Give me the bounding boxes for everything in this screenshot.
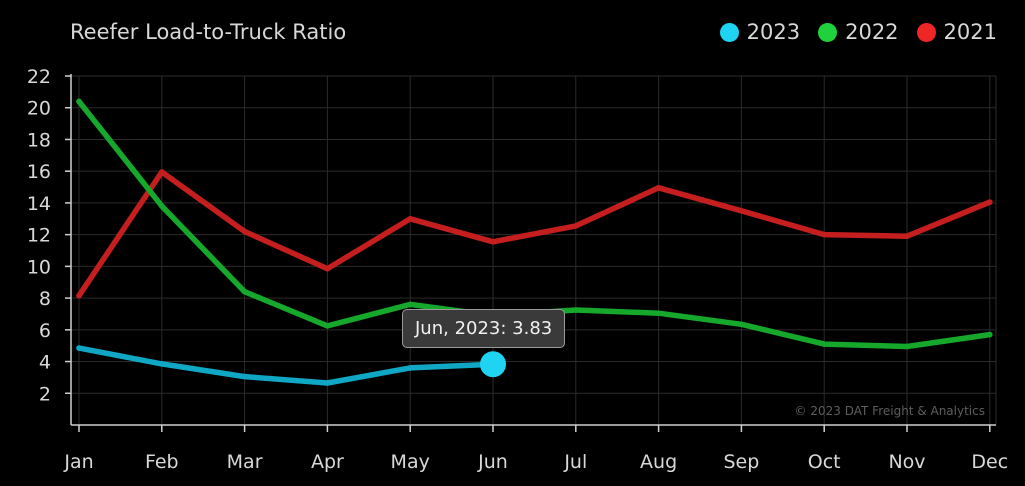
legend-item-2021[interactable]: 2021 bbox=[916, 20, 997, 44]
point-2022-jan bbox=[76, 98, 82, 105]
y-tick-label-18: 18 bbox=[27, 129, 51, 151]
y-tick-label-2: 2 bbox=[39, 383, 51, 405]
y-tick-label-20: 20 bbox=[27, 98, 51, 120]
y-tick-label-14: 14 bbox=[27, 193, 51, 215]
data-tooltip: Jun, 2023: 3.83 bbox=[402, 309, 566, 348]
point-2021-apr bbox=[324, 265, 331, 272]
point-2021-may bbox=[407, 215, 414, 222]
point-2022-jul bbox=[573, 307, 579, 313]
legend: 2023 2022 2021 bbox=[702, 20, 997, 44]
x-tick-label-jul: Jul bbox=[563, 451, 587, 473]
legend-item-2023[interactable]: 2023 bbox=[719, 20, 801, 44]
point-2022-apr bbox=[324, 323, 331, 329]
point-2022-aug bbox=[655, 310, 662, 316]
point-2023-jan bbox=[76, 345, 82, 351]
legend-swatch-2021 bbox=[916, 22, 936, 42]
x-tick-label-dec: Dec bbox=[971, 451, 1008, 473]
x-tick-label-nov: Nov bbox=[888, 451, 925, 473]
y-tick-label-6: 6 bbox=[39, 320, 51, 342]
x-tick-label-apr: Apr bbox=[311, 451, 344, 473]
chart-title: Reefer Load-to-Truck Ratio bbox=[70, 20, 347, 44]
x-tick-label-mar: Mar bbox=[227, 451, 263, 473]
point-2021-sep bbox=[738, 208, 745, 214]
point-2022-mar bbox=[241, 288, 248, 295]
legend-label-2021: 2021 bbox=[943, 20, 997, 44]
series-line-2021 bbox=[76, 169, 993, 299]
watermark: © 2023 DAT Freight & Analytics bbox=[794, 404, 985, 418]
point-2023-mar bbox=[241, 373, 248, 380]
point-2021-nov bbox=[904, 233, 910, 240]
point-2021-aug bbox=[655, 185, 662, 191]
point-2022-oct bbox=[821, 341, 827, 347]
y-tick-label-22: 22 bbox=[27, 66, 51, 88]
point-2021-dec bbox=[987, 199, 993, 205]
x-tick-label-aug: Aug bbox=[640, 451, 677, 473]
point-2021-jul bbox=[573, 223, 579, 229]
point-2021-oct bbox=[821, 231, 827, 238]
point-2023-apr bbox=[324, 380, 331, 386]
y-tick-label-12: 12 bbox=[27, 225, 51, 247]
point-2022-dec bbox=[987, 331, 993, 338]
y-tick-label-16: 16 bbox=[27, 161, 51, 183]
highlight-point-2023-jun bbox=[480, 351, 506, 378]
series-line-2023 bbox=[76, 345, 496, 386]
point-2022-feb bbox=[159, 203, 165, 209]
legend-swatch-2022 bbox=[818, 22, 838, 42]
legend-swatch-2023 bbox=[719, 22, 739, 42]
point-2021-jun bbox=[490, 238, 496, 245]
point-2023-feb bbox=[159, 361, 165, 367]
x-tick-label-oct: Oct bbox=[808, 451, 841, 473]
y-tick-label-4: 4 bbox=[39, 352, 51, 374]
point-2021-jan bbox=[76, 292, 82, 299]
x-tick-label-sep: Sep bbox=[723, 451, 759, 473]
legend-item-2022[interactable]: 2022 bbox=[818, 20, 899, 44]
point-2022-may bbox=[407, 301, 414, 308]
x-tick-label-may: May bbox=[391, 451, 430, 473]
point-2022-nov bbox=[904, 343, 910, 350]
x-tick-label-jun: Jun bbox=[477, 451, 508, 473]
point-2021-feb bbox=[159, 169, 165, 175]
legend-label-2022: 2022 bbox=[845, 20, 899, 44]
legend-label-2023: 2023 bbox=[746, 20, 801, 44]
y-tick-label-8: 8 bbox=[39, 288, 51, 310]
point-2021-mar bbox=[241, 228, 248, 235]
x-tick-label-feb: Feb bbox=[145, 451, 179, 473]
x-tick-label-jan: Jan bbox=[63, 451, 93, 473]
point-2022-sep bbox=[738, 321, 745, 328]
y-tick-label-10: 10 bbox=[27, 256, 51, 278]
point-2023-may bbox=[407, 365, 414, 371]
